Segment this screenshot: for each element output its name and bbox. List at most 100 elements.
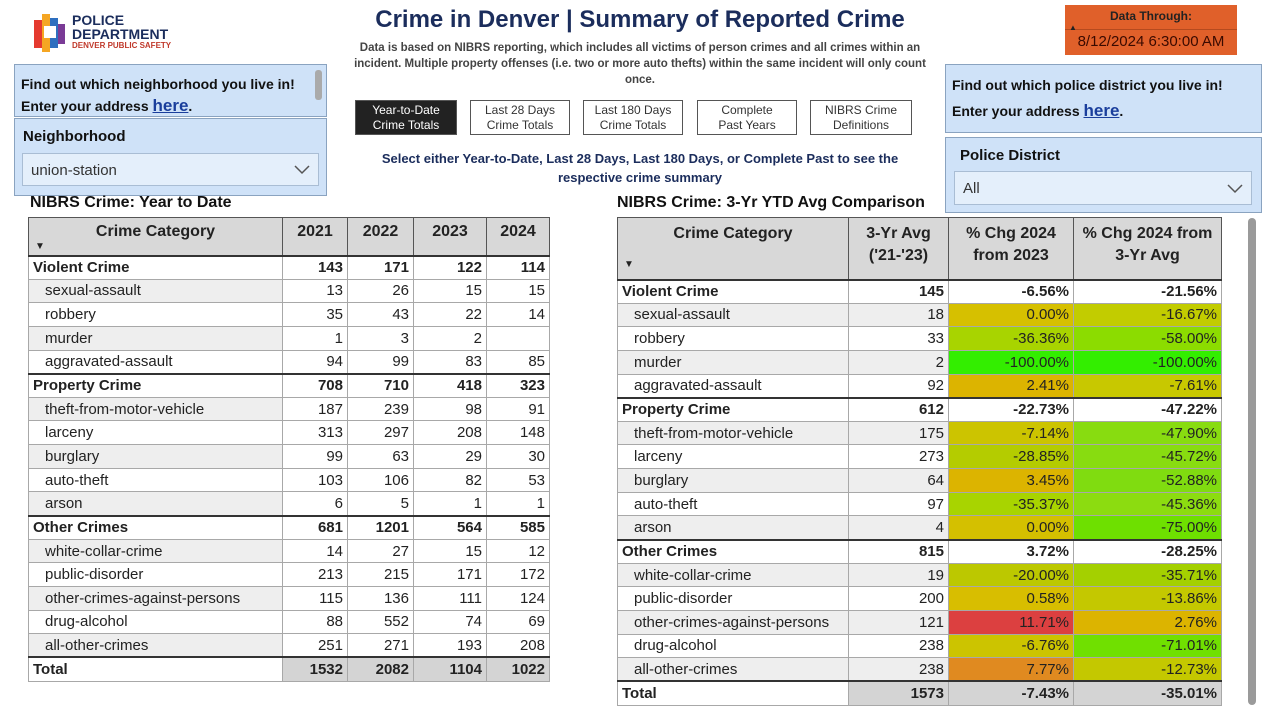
value-cell: -36.36% [948, 326, 1074, 351]
group-row: Violent Crime 145 -6.56% -21.56% [617, 278, 1222, 304]
category-cell: arson [28, 491, 283, 517]
category-cell: murder [617, 349, 849, 375]
value-cell: -35.71% [1073, 562, 1222, 588]
logo-icon [34, 14, 65, 52]
value-cell: 0.58% [948, 586, 1074, 611]
category-cell: larceny [28, 420, 283, 446]
category-cell: Other Crimes [617, 538, 849, 564]
column-header[interactable]: % Chg 2024 from 2023 [948, 217, 1074, 280]
value-cell: -28.85% [948, 444, 1074, 470]
column-header[interactable]: 2022 [347, 217, 414, 256]
caret: ▲ [1069, 23, 1077, 32]
item-row: public-disorder 200 0.58% -13.86% [617, 586, 1222, 611]
value-cell: -58.00% [1073, 326, 1222, 351]
value-cell: 313 [282, 420, 348, 446]
item-row: arson 6 5 1 1 [28, 491, 550, 517]
category-cell: robbery [28, 302, 283, 327]
value-cell: -100.00% [1073, 349, 1222, 375]
category-cell: aggravated-assault [617, 373, 849, 399]
value-cell: -35.01% [1073, 680, 1222, 706]
value-cell: 33 [848, 326, 949, 351]
column-header[interactable]: Crime Category ▼ [617, 217, 849, 280]
value-cell: -45.36% [1073, 491, 1222, 517]
value-cell: -13.86% [1073, 586, 1222, 611]
column-header[interactable]: 3-Yr Avg ('21-'23) [848, 217, 949, 280]
item-row: theft-from-motor-vehicle 175 -7.14% -47.90% [617, 420, 1222, 446]
column-header[interactable]: 2023 [413, 217, 487, 256]
value-cell: 122 [413, 254, 487, 280]
nav-button[interactable]: Year-to-Date Crime Totals [355, 100, 457, 135]
sort-arrow[interactable]: ▼ [624, 258, 634, 270]
category-cell: burglary [617, 468, 849, 493]
value-cell: 114 [486, 254, 550, 280]
column-header[interactable]: % Chg 2024 from 3-Yr Avg [1073, 217, 1222, 280]
value-cell: 74 [413, 609, 487, 635]
value-cell: 29 [413, 444, 487, 469]
category-cell: Property Crime [617, 396, 849, 422]
header-row: Crime Category ▼ 2021 2022 2023 2024 [28, 217, 550, 256]
value-cell: 115 [282, 585, 348, 611]
value-cell: 94 [282, 349, 348, 375]
value-cell: -22.73% [948, 396, 1074, 422]
district-slicer: Police District All [945, 137, 1262, 213]
value-cell: 2.41% [948, 373, 1074, 399]
category-cell: arson [617, 515, 849, 541]
value-cell: 111 [413, 585, 487, 611]
category-cell: Violent Crime [28, 254, 283, 280]
value-cell: 172 [486, 562, 550, 587]
value-cell: -45.72% [1073, 444, 1222, 470]
item-row: other-crimes-against-persons 115 136 111 124 [28, 585, 550, 611]
value-cell: 1573 [848, 680, 949, 706]
value-cell: 15 [413, 278, 487, 304]
value-cell: 148 [486, 420, 550, 446]
column-header[interactable]: 2021 [282, 217, 348, 256]
value-cell: 15 [486, 278, 550, 304]
item-row: public-disorder 213 215 171 172 [28, 562, 550, 587]
address-link[interactable]: here [152, 96, 189, 115]
value-cell: 273 [848, 444, 949, 470]
value-cell: 1 [486, 491, 550, 517]
category-cell: public-disorder [617, 586, 849, 611]
sort-arrow[interactable]: ▼ [35, 240, 45, 252]
dropdown[interactable]: union-station [22, 153, 319, 186]
category-cell: Violent Crime [617, 278, 849, 304]
table-title: NIBRS Crime: Year to Date [30, 194, 232, 211]
value-cell: 175 [848, 420, 949, 446]
value-cell: -20.00% [948, 562, 1074, 588]
value-cell: 7.77% [948, 657, 1074, 682]
info-text: Enter your address [952, 103, 1080, 119]
nav-button[interactable]: Last 180 Days Crime Totals [583, 100, 683, 135]
address-link[interactable]: here [1083, 101, 1120, 120]
value-cell: 2 [413, 325, 487, 351]
value-cell: -7.61% [1073, 373, 1222, 399]
item-row: theft-from-motor-vehicle 187 239 98 91 [28, 396, 550, 422]
info-text: Enter your address [21, 98, 149, 114]
category-cell: Other Crimes [28, 514, 283, 540]
nav-button[interactable]: NIBRS Crime Definitions [810, 100, 912, 135]
value-cell: 11.71% [948, 609, 1074, 635]
district-info: Find out which police district you live … [945, 64, 1262, 133]
category-cell: white-collar-crime [617, 562, 849, 588]
value-cell: -6.76% [948, 633, 1074, 659]
slicer-label: Neighborhood [23, 128, 126, 145]
category-cell: Property Crime [28, 372, 283, 398]
category-cell: Total [28, 656, 283, 682]
dropdown[interactable]: All [954, 171, 1252, 205]
value-cell: 88 [282, 609, 348, 635]
value-cell [486, 325, 550, 351]
value-cell: 208 [413, 420, 487, 446]
value-cell: 35 [282, 302, 348, 327]
column-header[interactable]: Crime Category ▼ [28, 217, 283, 256]
value-cell: 3.45% [948, 468, 1074, 493]
neighborhood-slicer: Neighborhood union-station [14, 118, 327, 196]
nav-button[interactable]: Last 28 Days Crime Totals [470, 100, 570, 135]
column-header[interactable]: 2024 [486, 217, 550, 256]
value-cell: 85 [486, 349, 550, 375]
nav-button[interactable]: Complete Past Years [697, 100, 797, 135]
value-cell: 0.00% [948, 515, 1074, 541]
category-cell: all-other-crimes [617, 657, 849, 682]
value-cell: 98 [413, 396, 487, 422]
value-cell: 239 [347, 396, 414, 422]
data-through-label: Data Through: [1110, 9, 1192, 23]
item-row: murder 2 -100.00% -100.00% [617, 349, 1222, 375]
